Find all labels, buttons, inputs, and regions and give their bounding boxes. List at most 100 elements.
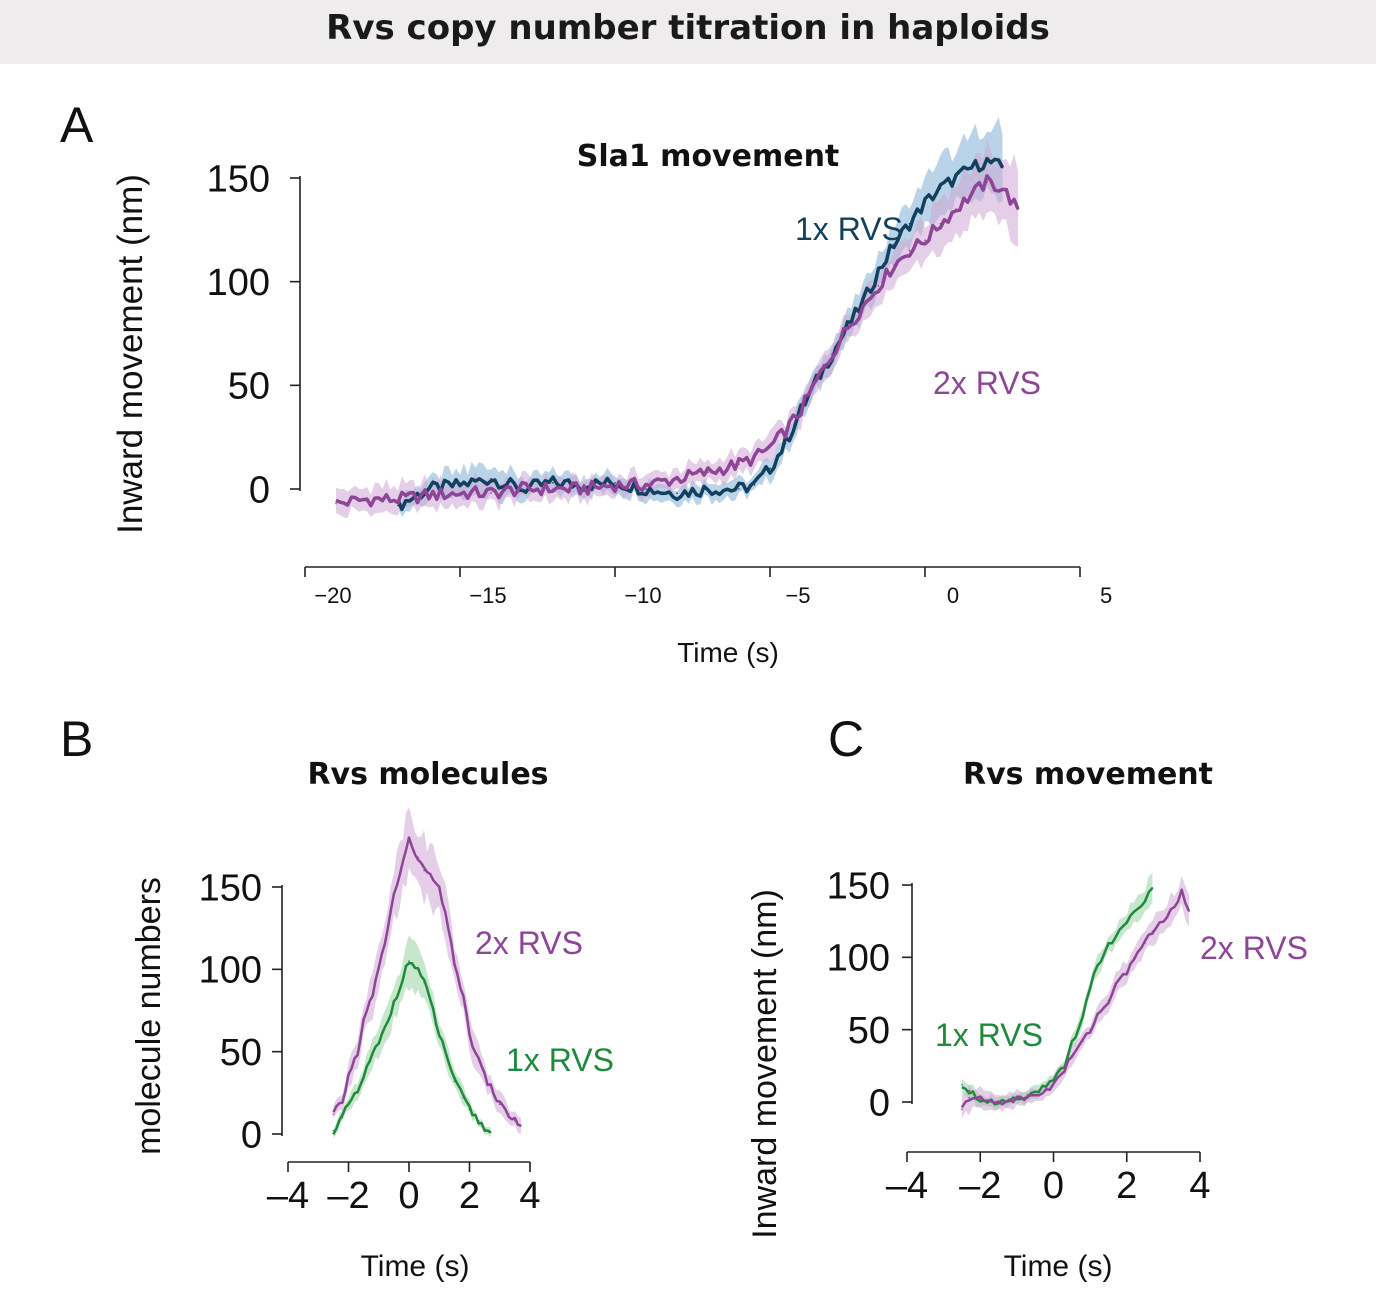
series-annotation-2x-rvs: 2x RVS [475,925,583,961]
data-point-1x-rvs [453,1080,456,1083]
data-point-2x-rvs [462,998,465,1000]
y-tick-label: 50 [228,366,270,408]
x-tick-label: 2 [459,1175,480,1217]
data-point-1x-rvs [332,1129,335,1132]
y-tick-label: 150 [827,865,890,907]
series-annotation-1x-rvs: 1x RVS [795,211,903,247]
data-point-1x-rvs [877,270,880,273]
data-point-2x-rvs [1144,942,1146,944]
data-point-2x-rvs [520,1124,522,1127]
x-tick-label: −15 [469,583,506,608]
data-point-1x-rvs [1151,887,1154,889]
error-band-2x-rvs [961,875,1189,1119]
data-point-1x-rvs [614,481,616,484]
data-point-1x-rvs [893,243,895,246]
x-tick-label: 0 [947,583,959,608]
data-point-1x-rvs [1082,1014,1084,1016]
y-tick-label: 150 [199,867,262,909]
y-tick-label: 100 [827,938,890,980]
data-point-2x-rvs [784,430,787,432]
data-point-1x-rvs [1071,1043,1073,1045]
data-point-2x-rvs [961,1108,963,1111]
data-point-1x-rvs [459,484,461,486]
figure-canvas: A Sla1 movement 0 50 100 150 −20 −15 −10 −5 0 5 Tim… [60,97,1308,1283]
series-annotation-2x-rvs: 2x RVS [1200,930,1308,966]
x-tick-label: –2 [959,1165,1001,1207]
series-line-2x-rvs [332,836,522,1127]
data-point-2x-rvs [483,1075,486,1078]
data-point-2x-rvs [815,380,818,382]
series-annotation-1x-rvs: 1x RVS [935,1017,1043,1053]
data-point-1x-rvs [552,481,554,484]
data-point-2x-rvs [1169,910,1172,912]
data-point-1x-rvs [1125,920,1128,922]
series-line-2x-rvs [960,888,1191,1109]
data-point-1x-rvs [753,484,756,486]
y-tick-label: 0 [241,1114,262,1156]
data-point-2x-rvs [986,181,988,183]
data-point-1x-rvs [483,1128,486,1130]
data-point-2x-rvs [347,1075,350,1078]
x-axis-label: Time (s) [361,1250,470,1283]
data-point-1x-rvs [784,442,787,445]
series-line-2x-rvs [335,174,1020,508]
data-point-1x-rvs [1089,985,1091,988]
data-point-2x-rvs [1125,971,1128,973]
data-point-2x-rvs [1027,1096,1029,1099]
data-point-1x-rvs [432,1009,435,1012]
data-point-2x-rvs [447,927,450,929]
chart-title-c: Rvs movement [963,757,1213,792]
data-point-1x-rvs [986,160,988,163]
data-point-2x-rvs [362,1021,365,1023]
data-point-2x-rvs [371,993,374,995]
data-point-2x-rvs [1107,999,1110,1002]
x-axis-label: Time (s) [677,637,779,668]
data-point-1x-rvs [1096,963,1099,966]
data-point-2x-rvs [492,1092,495,1094]
data-point-2x-rvs [393,894,395,897]
figure-title: Rvs copy number titration in haploids [326,8,1050,48]
x-tick-label: −20 [314,583,351,608]
x-tick-label: 5 [1100,583,1112,608]
data-point-2x-rvs [402,861,404,864]
data-point-1x-rvs [489,1131,492,1134]
data-point-2x-rvs [583,488,585,490]
data-point-1x-rvs [387,1021,389,1023]
y-tick-label: 0 [249,469,270,511]
data-point-1x-rvs [423,981,425,984]
data-point-1x-rvs [377,1042,380,1045]
data-point-1x-rvs [402,976,404,979]
data-point-1x-rvs [1045,1086,1047,1089]
data-point-2x-rvs [1045,1089,1047,1092]
data-point-1x-rvs [676,492,678,494]
data-point-2x-rvs [332,1113,335,1116]
data-point-1x-rvs [356,1092,359,1094]
series-line-1x-rvs [332,961,492,1135]
data-point-1x-rvs [1052,1079,1055,1082]
panel-a: A Sla1 movement 0 50 100 150 −20 −15 −10 −5 0 5 Tim… [60,97,1112,668]
series-line-1x-rvs [396,156,1005,512]
data-point-1x-rvs [769,467,771,470]
data-point-1x-rvs [968,1089,971,1092]
data-point-1x-rvs [417,968,419,971]
data-point-2x-rvs [997,1101,1000,1103]
data-point-1x-rvs [1114,934,1117,937]
panel-letter-c: C [828,711,864,767]
data-point-2x-rvs [377,968,380,971]
data-point-2x-rvs [990,1101,993,1103]
data-point-2x-rvs [438,889,441,892]
data-point-1x-rvs [939,187,942,190]
data-point-2x-rvs [753,457,756,459]
data-point-2x-rvs [453,960,456,962]
data-point-2x-rvs [459,492,461,494]
data-point-2x-rvs [514,1120,516,1122]
y-tick-label: 50 [848,1010,890,1052]
panel-letter-a: A [60,97,94,153]
data-point-1x-rvs [438,1034,441,1036]
y-tick-label: 50 [220,1032,262,1074]
chart-title-b: Rvs molecules [307,757,548,792]
x-axis-label: Time (s) [1004,1250,1113,1283]
data-point-2x-rvs [970,193,973,196]
y-axis-label: Inward movement (nm) [746,889,784,1239]
